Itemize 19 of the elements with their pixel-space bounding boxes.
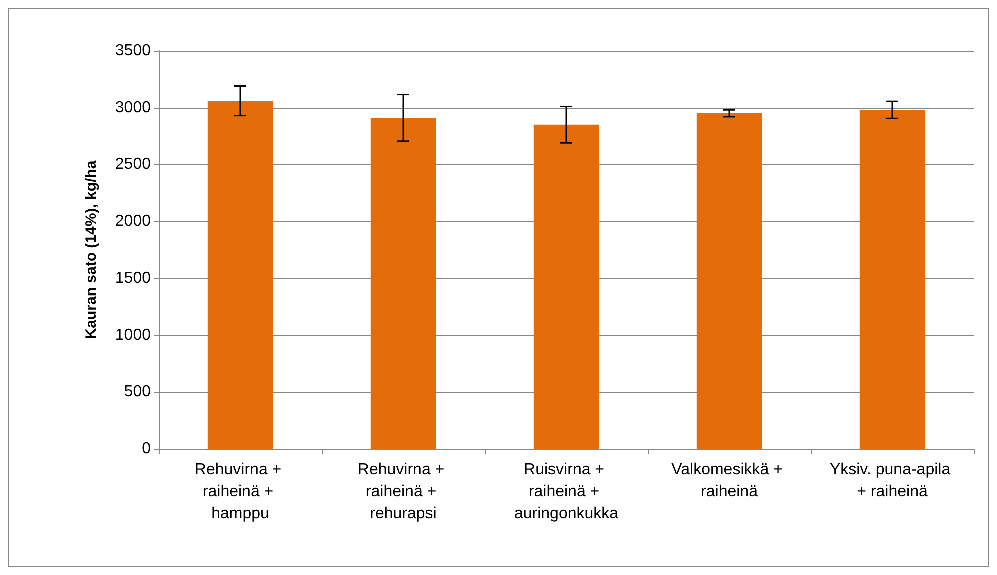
bar (860, 110, 926, 449)
y-tick-label: 2500 (115, 156, 152, 174)
bar (208, 101, 274, 449)
x-tick-label: Rehuvirna + raiheinä + hamppu (194, 462, 286, 522)
y-tick-label: 3500 (115, 42, 152, 60)
bar (370, 118, 436, 449)
y-tick-label: 1000 (115, 326, 152, 344)
y-axis-title: Kauran sato (14%), kg/ha (83, 160, 100, 340)
y-tick-label: 1500 (115, 270, 152, 287)
x-tick-label: Ruisvirna + raiheinä + auringonkukka (514, 462, 619, 522)
x-tick-label: Yksiv. puna-apila + raiheinä (830, 462, 956, 500)
x-tick-label: Rehuvirna + raiheinä + rehurapsi (358, 462, 450, 522)
x-tick-label: Valkomesikkä + raiheinä (672, 462, 788, 500)
y-tick-label: 500 (124, 384, 152, 401)
bar (534, 124, 600, 449)
y-tick-label: 2000 (115, 213, 152, 230)
y-tick-label: 3000 (115, 99, 152, 116)
bar (696, 114, 762, 449)
y-tick-label: 0 (142, 440, 152, 458)
